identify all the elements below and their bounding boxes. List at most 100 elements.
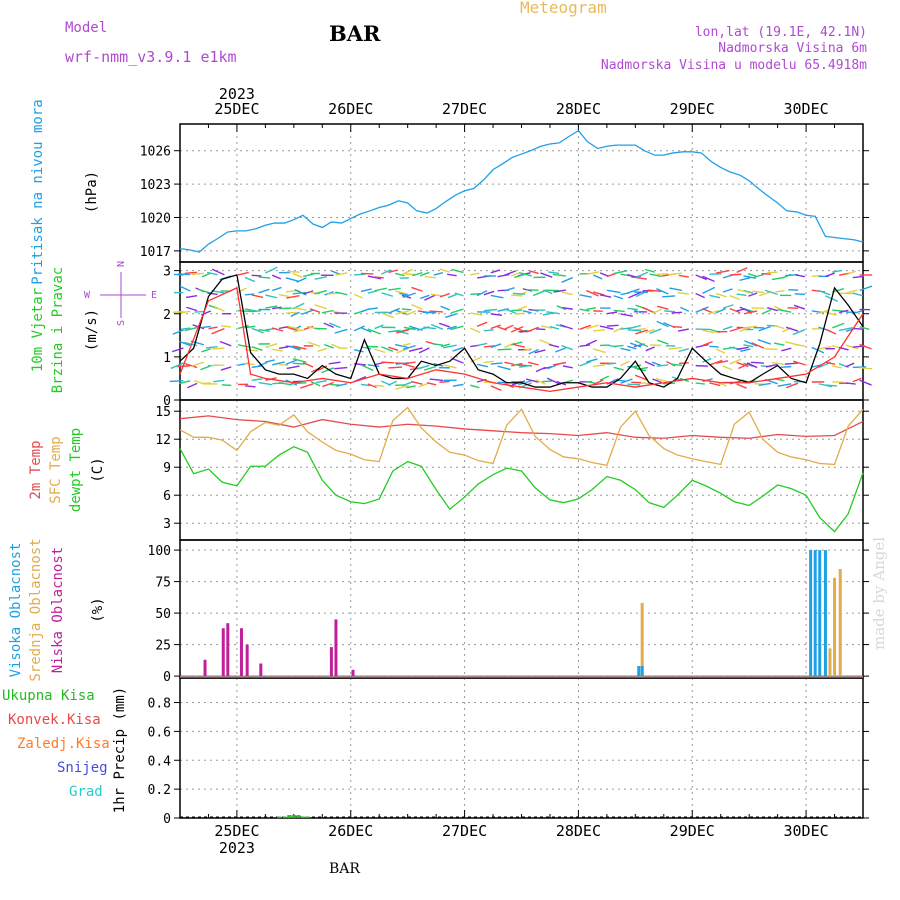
wind-arrow xyxy=(758,325,772,332)
wind-arrow xyxy=(737,288,751,294)
wind-arrow xyxy=(593,291,605,296)
panel-frame-pressure xyxy=(179,123,864,263)
wind-arrow xyxy=(671,363,683,367)
wind-arrow xyxy=(201,348,211,353)
wind-arrow xyxy=(736,267,748,273)
wind-arrow xyxy=(360,346,372,350)
wind-arrow xyxy=(278,293,290,298)
wind-arrow xyxy=(310,380,321,387)
wind-arrow xyxy=(360,383,371,387)
page-title: Meteogram xyxy=(520,0,607,17)
wind-arrow xyxy=(504,342,516,349)
wind-arrow xyxy=(251,294,264,299)
wind-arrow xyxy=(180,327,191,331)
cloud-label-mid: Srednja Oblacnost xyxy=(28,538,44,681)
wind-arrow xyxy=(556,305,567,311)
wind-arrow xyxy=(664,310,676,313)
bar-cloud_low xyxy=(203,659,207,677)
precip-legend-item: Grad xyxy=(69,784,103,800)
compass-w: W xyxy=(84,290,91,301)
wind-arrow xyxy=(534,349,546,354)
wind-arrow xyxy=(335,272,348,276)
pressure-unit: (hPa) xyxy=(84,171,100,213)
wind-arrow xyxy=(744,340,758,347)
wind-arrow xyxy=(402,344,416,351)
wind-arrow xyxy=(627,383,641,386)
wind-arrow xyxy=(490,313,503,317)
wind-arrow xyxy=(265,342,278,349)
y-tick-label: 3 xyxy=(163,517,171,532)
wind-arrow xyxy=(656,364,669,367)
wind-arrow xyxy=(536,328,546,331)
wind-arrow xyxy=(201,272,212,278)
wind-arrow xyxy=(613,309,625,313)
wind-arrow xyxy=(336,383,348,387)
y-tick-label: 6 xyxy=(163,489,171,504)
wind-arrow xyxy=(244,362,255,366)
wind-arrow xyxy=(450,308,464,314)
wind-arrow xyxy=(374,324,384,330)
wind-arrow xyxy=(709,359,723,366)
wind-arrow xyxy=(251,309,262,313)
wind-arrow xyxy=(519,364,532,368)
footer-station: BAR xyxy=(329,861,360,877)
wind-arrow xyxy=(294,345,307,350)
wind-arrow xyxy=(172,329,184,335)
bar-cloud_low xyxy=(329,647,333,677)
wind-arrow xyxy=(213,305,225,312)
wind-arrow xyxy=(757,338,772,345)
wind-arrow xyxy=(411,303,423,310)
wind-arrow xyxy=(644,360,655,367)
wind-arrow xyxy=(381,346,394,353)
wind-arrow xyxy=(722,304,734,309)
wind-arrow xyxy=(644,268,655,273)
wind-arrow xyxy=(265,266,278,274)
wind-arrow xyxy=(746,362,758,369)
wind-arrow xyxy=(394,290,408,295)
wind-arrow xyxy=(406,385,416,389)
bar-cloud_low xyxy=(259,663,263,677)
wind-arrow xyxy=(476,363,489,368)
x-tick-label-top: 27DEC xyxy=(442,100,487,118)
cloud-label-high: Visoka Oblacnost xyxy=(8,543,24,678)
wind-arrow xyxy=(300,383,314,389)
wind-arrow xyxy=(367,383,377,389)
series-line-sfc_temp xyxy=(179,406,864,467)
wind-arrow xyxy=(599,325,614,330)
wind-arrow xyxy=(784,362,799,365)
wind-arrow xyxy=(606,311,618,315)
wind-arrow xyxy=(765,363,778,368)
wind-arrow xyxy=(766,307,778,312)
wind-arrow xyxy=(388,307,400,314)
wind-arrow xyxy=(504,324,514,330)
wind-arrow xyxy=(668,346,683,350)
wind-arrow xyxy=(271,274,282,280)
station-title: BAR xyxy=(329,21,381,46)
temp-label-2m: 2m Temp xyxy=(28,440,44,499)
wind-arrow xyxy=(497,365,511,371)
series-line-gust xyxy=(179,286,864,393)
wind-arrow xyxy=(859,326,870,330)
wind-arrow xyxy=(709,345,719,348)
wind-arrow xyxy=(388,329,401,333)
wind-arrow xyxy=(722,288,733,293)
wind-arrow xyxy=(553,361,567,366)
wind-arrow xyxy=(388,287,401,291)
wind-arrow xyxy=(177,364,191,368)
wind-arrow xyxy=(367,307,378,311)
wind-arrow xyxy=(290,311,300,317)
wind-arrow xyxy=(715,348,726,354)
wind-arrow xyxy=(374,276,384,279)
wind-arrow xyxy=(335,291,348,296)
wind-arrow xyxy=(739,306,751,313)
wind-arrow xyxy=(430,323,444,330)
wind-arrow xyxy=(412,272,423,277)
wind-arrow xyxy=(546,377,560,385)
wind-arrow xyxy=(251,327,264,334)
wind-arrow xyxy=(758,291,772,297)
precip-legend-item: Konvek.Kisa xyxy=(8,712,101,728)
wind-arrow xyxy=(447,293,457,299)
wind-arrow xyxy=(265,359,275,363)
wind-arrow xyxy=(513,326,526,333)
y-tick-label: 0.4 xyxy=(148,754,172,769)
